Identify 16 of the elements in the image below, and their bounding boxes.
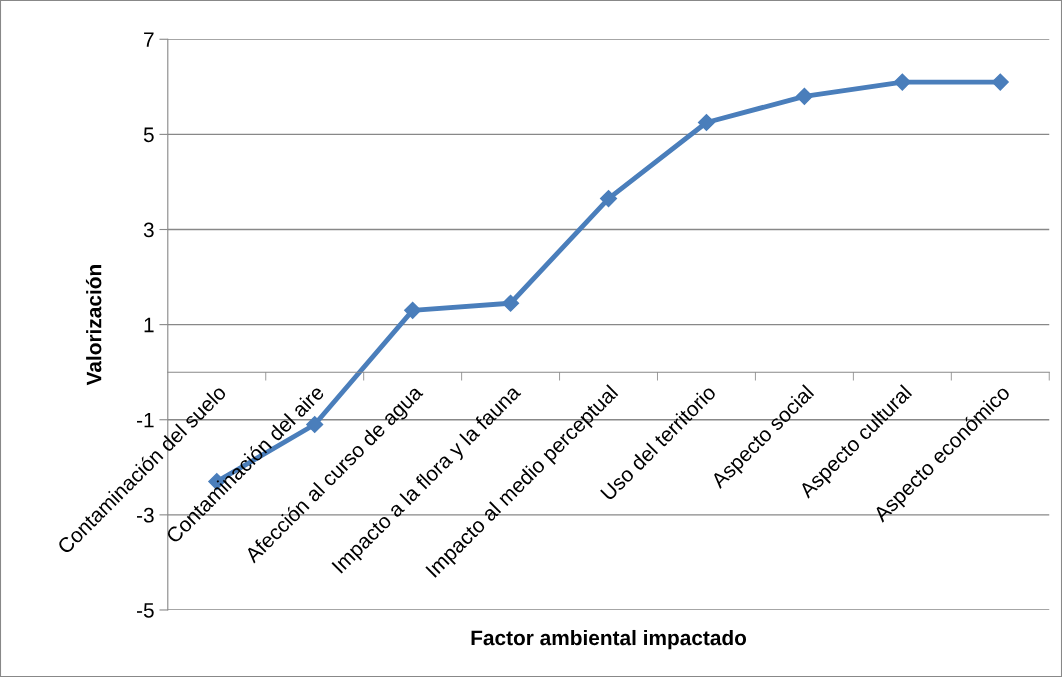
- point: [404, 301, 422, 319]
- y-tick-label: 5: [143, 127, 154, 143]
- x-axis-title: Factor ambiental impactado: [471, 629, 747, 650]
- y-tick-label: 7: [144, 32, 154, 47]
- point: [893, 73, 911, 91]
- point: [795, 87, 813, 105]
- point: [697, 113, 716, 132]
- point: [991, 73, 1009, 91]
- y-tick-label: 3: [143, 222, 154, 238]
- y-tick-label: 1: [144, 317, 154, 333]
- y-axis-title: Valorización: [85, 265, 102, 386]
- point: [306, 415, 324, 434]
- y-tick-label: -1: [137, 412, 154, 428]
- point: [599, 190, 618, 208]
- y-tick-label: -5: [137, 603, 154, 618]
- point: [502, 294, 520, 312]
